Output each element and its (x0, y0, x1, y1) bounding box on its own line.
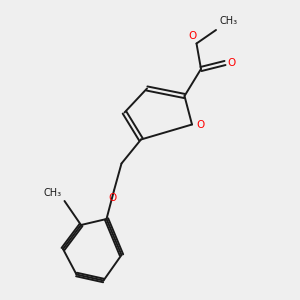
Text: O: O (227, 58, 236, 68)
Text: O: O (108, 193, 117, 203)
Text: CH₃: CH₃ (44, 188, 62, 199)
Text: O: O (196, 119, 205, 130)
Text: CH₃: CH₃ (219, 16, 237, 26)
Text: O: O (189, 31, 197, 41)
